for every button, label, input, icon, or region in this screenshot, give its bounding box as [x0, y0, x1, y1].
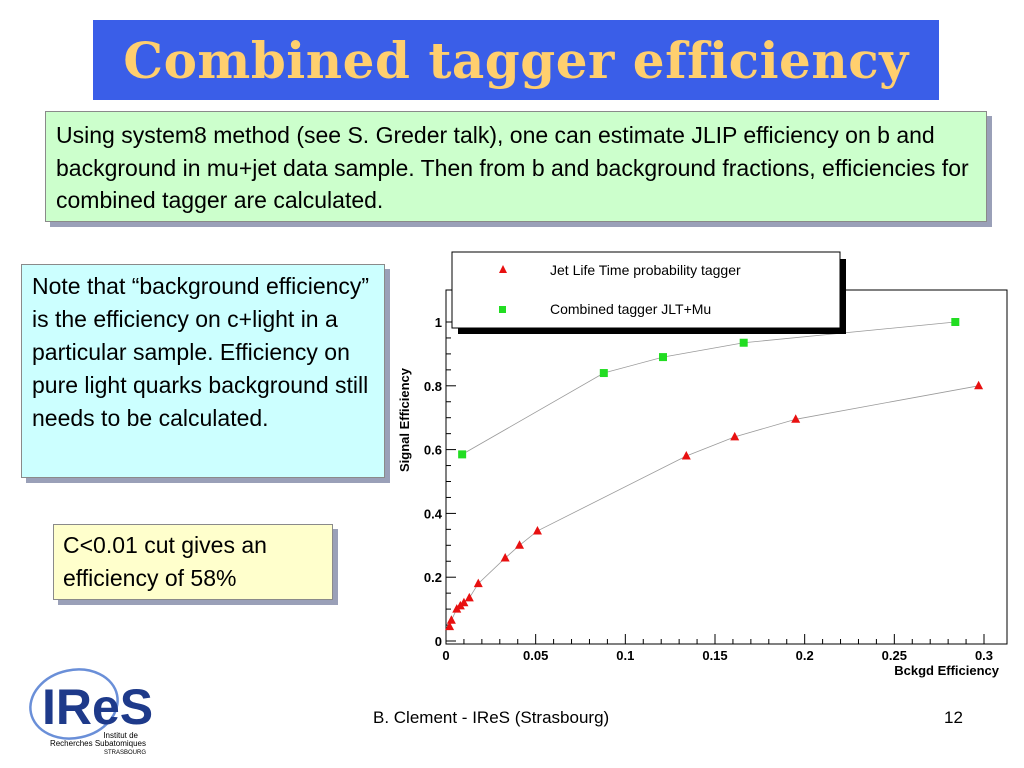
legend-marker-jlt	[499, 265, 507, 273]
data-point-triangle	[974, 380, 984, 390]
data-point-square	[599, 369, 608, 378]
y-tick-label: 0.6	[424, 443, 442, 458]
x-tick-label: 0	[442, 648, 449, 663]
data-point-triangle	[459, 597, 469, 607]
y-tick-label: 0.2	[424, 570, 442, 585]
cut-textbox: C<0.01 cut gives an efficiency of 58%	[53, 524, 333, 600]
legend-marker-combined	[499, 306, 506, 313]
data-point-triangle	[791, 414, 801, 423]
logo-wordmark: IReS	[42, 679, 153, 735]
data-point-triangle	[532, 525, 542, 535]
data-point-square	[739, 338, 748, 347]
data-point-square	[458, 450, 467, 459]
x-tick-label: 0.25	[882, 648, 907, 663]
intro-textbox: Using system8 method (see S. Greder talk…	[45, 111, 987, 222]
y-tick-label: 1	[435, 315, 442, 330]
x-axis-label: Bckgd Efficiency	[894, 663, 1000, 678]
data-point-triangle	[730, 431, 740, 441]
note-text: Note that “background efficiency” is the…	[32, 273, 370, 431]
data-point-square	[951, 318, 960, 326]
logo-orbit-icon	[29, 668, 119, 740]
y-axis: 0 0.2 0.4 0.6 0.8 1	[424, 315, 456, 649]
data-point-triangle	[464, 592, 474, 602]
plot-area	[445, 289, 1008, 645]
legend: Jet Life Time probability tagger Combine…	[451, 251, 846, 334]
y-axis-label: Signal Efficiency	[397, 367, 412, 472]
data-point-triangle	[446, 615, 456, 624]
logo-line1: Institut de	[103, 731, 138, 740]
cut-text: C<0.01 cut gives an efficiency of 58%	[63, 532, 267, 591]
slide-title: Combined tagger efficiency	[123, 30, 909, 90]
footer-author: B. Clement - IReS (Strasbourg)	[373, 708, 610, 727]
data-point-triangle	[681, 450, 691, 460]
series-layer	[445, 318, 984, 631]
note-textbox: Note that “background efficiency” is the…	[21, 264, 385, 478]
data-point-triangle	[473, 578, 483, 588]
title-bar: Combined tagger efficiency	[93, 20, 939, 100]
legend-label-combined: Combined tagger JLT+Mu	[550, 301, 711, 317]
x-tick-label: 0.3	[975, 648, 993, 663]
data-point-triangle	[445, 621, 455, 631]
logo-line2: Recherches Subatomiques	[50, 739, 146, 748]
logo-line3: STRASBOURG	[104, 750, 146, 756]
x-tick-label: 0.15	[702, 648, 727, 663]
data-point-triangle	[515, 540, 525, 549]
page-number: 12	[944, 708, 963, 727]
y-tick-label: 0.4	[424, 506, 443, 521]
x-tick-label: 0.05	[523, 648, 548, 663]
y-tick-label: 0.8	[424, 379, 442, 394]
x-tick-label: 0.2	[796, 648, 814, 663]
x-tick-label: 0.1	[616, 648, 634, 663]
y-tick-label: 0	[435, 634, 442, 649]
data-point-square	[658, 353, 667, 362]
ires-logo: IReS Institut de Recherches Subatomiques…	[29, 668, 153, 756]
legend-box	[451, 251, 841, 329]
intro-text: Using system8 method (see S. Greder talk…	[56, 122, 969, 214]
legend-label-jlt: Jet Life Time probability tagger	[550, 262, 741, 278]
x-axis: 0 0.05 0.1 0.15 0.2 0.25 0.3	[442, 634, 993, 663]
data-point-triangle	[500, 553, 510, 562]
